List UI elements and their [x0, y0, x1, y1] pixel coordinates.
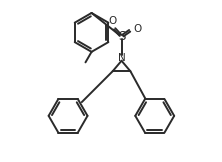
Text: O: O: [133, 24, 142, 34]
Text: N: N: [118, 52, 125, 63]
Text: S: S: [118, 30, 125, 43]
Text: O: O: [109, 16, 117, 26]
